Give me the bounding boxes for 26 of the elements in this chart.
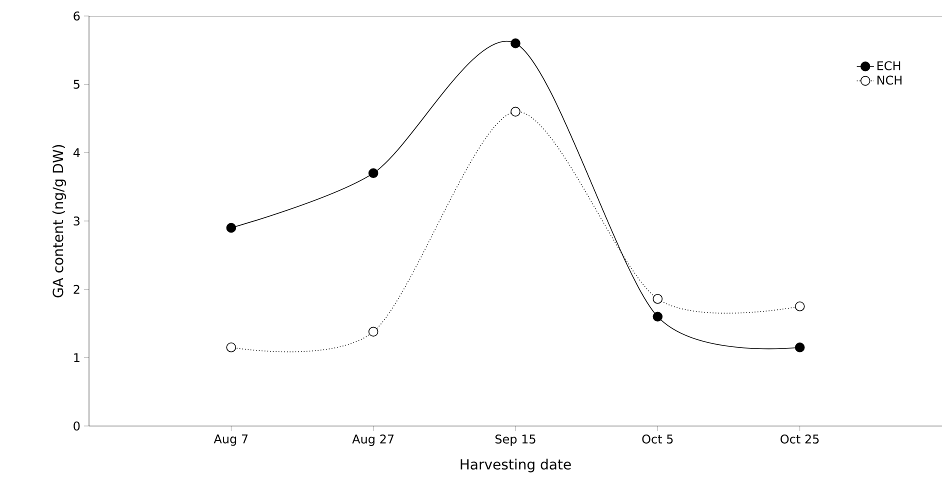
x-tick-label: Sep 15 <box>495 434 536 446</box>
point <box>652 294 663 304</box>
point <box>226 222 236 233</box>
y-tick-label: 4 <box>73 148 80 158</box>
y-tick-label: 6 <box>74 11 80 21</box>
point <box>368 326 378 337</box>
y-tick-label: 5 <box>74 80 80 89</box>
x-tick-label: Aug 27 <box>352 434 394 446</box>
point <box>794 302 805 312</box>
x-axis-title: Harvesting date <box>460 458 571 472</box>
y-tick-label: 0 <box>74 421 80 431</box>
point <box>794 342 805 352</box>
point <box>652 312 663 322</box>
y-tick-label: 1 <box>74 353 80 362</box>
y-axis-title: GA content (ng/g DW) <box>52 145 66 298</box>
point <box>510 106 520 117</box>
legend-label: NCH <box>877 76 902 85</box>
y-tick-label: 3 <box>74 216 80 226</box>
y-tick-label: 2 <box>74 284 80 294</box>
x-tick-label: Oct 25 <box>780 434 819 444</box>
x-tick-label: Aug 7 <box>214 434 248 446</box>
legend-label: ECH <box>877 61 900 70</box>
point <box>226 342 236 352</box>
point <box>510 38 520 48</box>
x-tick-label: Oct 5 <box>642 434 673 444</box>
point <box>368 168 378 178</box>
